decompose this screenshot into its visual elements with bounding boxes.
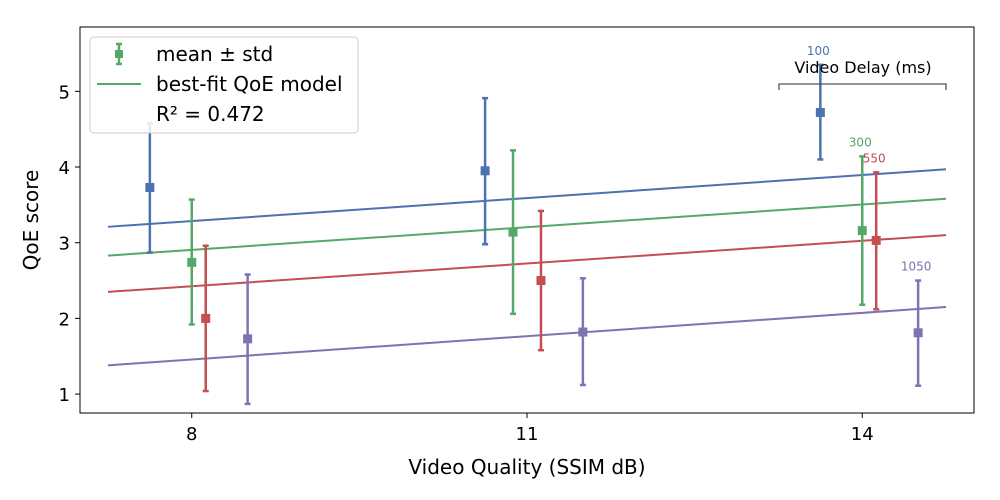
legend: mean ± std best-fit QoE model R² = 0.472 bbox=[89, 36, 359, 134]
x-tick-label: 14 bbox=[851, 424, 874, 445]
delay-label-100: 100 bbox=[807, 44, 830, 58]
errorbar-300-2 bbox=[857, 155, 867, 307]
y-tick-label: 3 bbox=[59, 234, 70, 255]
mean-marker bbox=[480, 166, 490, 176]
y-tick-label: 1 bbox=[59, 385, 70, 406]
mean-marker bbox=[508, 227, 518, 237]
legend-label-r-squared: R² = 0.472 bbox=[156, 102, 265, 126]
delay-label-1050: 1050 bbox=[901, 260, 932, 274]
errorbar-100-1 bbox=[480, 96, 490, 246]
delay-bracket: Video Delay (ms) bbox=[778, 58, 947, 90]
errorbar-550-1 bbox=[536, 209, 546, 352]
delay-label-550: 550 bbox=[863, 151, 886, 165]
y-tick-label: 2 bbox=[59, 309, 70, 330]
mean-marker bbox=[243, 334, 253, 344]
fit-line-550 bbox=[107, 234, 947, 293]
errorbar-100-0 bbox=[145, 121, 155, 254]
fit-line-100 bbox=[107, 168, 947, 228]
errorbar-1050-1 bbox=[578, 277, 588, 387]
legend-errorbar-marker bbox=[115, 42, 123, 66]
x-tick-label: 11 bbox=[516, 424, 539, 445]
y-axis-label: QoE score bbox=[19, 170, 43, 271]
delay-bracket-label: Video Delay (ms) bbox=[794, 58, 931, 77]
delay-bracket-line bbox=[778, 83, 947, 90]
x-axis-label: Video Quality (SSIM dB) bbox=[408, 455, 645, 479]
x-tick-label: 8 bbox=[186, 424, 197, 445]
errorbar-300-0 bbox=[187, 198, 197, 326]
mean-marker bbox=[536, 276, 546, 286]
fit-line-300 bbox=[107, 197, 947, 257]
mean-marker bbox=[857, 226, 867, 236]
mean-marker bbox=[578, 327, 588, 337]
errorbar-1050-2 bbox=[913, 279, 923, 388]
mean-marker bbox=[913, 328, 923, 338]
legend-box bbox=[89, 36, 359, 134]
legend-label-best-fit: best-fit QoE model bbox=[156, 72, 343, 96]
errorbar-100-2 bbox=[815, 63, 825, 161]
errorbar-550-0 bbox=[201, 244, 211, 393]
mean-marker bbox=[815, 108, 825, 118]
fit-line-1050 bbox=[107, 306, 947, 367]
delay-label-300: 300 bbox=[849, 135, 872, 149]
mean-marker bbox=[871, 235, 881, 245]
errorbar-300-1 bbox=[508, 149, 518, 316]
y-tick-label: 5 bbox=[59, 82, 70, 103]
mean-marker bbox=[145, 182, 155, 192]
mean-marker bbox=[201, 313, 211, 323]
errorbar-1050-0 bbox=[243, 273, 253, 406]
y-tick-label: 4 bbox=[59, 158, 70, 179]
errorbar-550-2 bbox=[871, 171, 881, 311]
legend-label-mean-std: mean ± std bbox=[156, 42, 273, 66]
mean-marker bbox=[187, 257, 197, 267]
